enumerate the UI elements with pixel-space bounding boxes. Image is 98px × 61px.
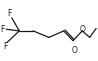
Text: O: O — [72, 46, 78, 55]
Text: F: F — [3, 42, 8, 51]
Text: F: F — [7, 9, 11, 18]
Text: O: O — [79, 25, 85, 34]
Text: F: F — [0, 25, 5, 34]
